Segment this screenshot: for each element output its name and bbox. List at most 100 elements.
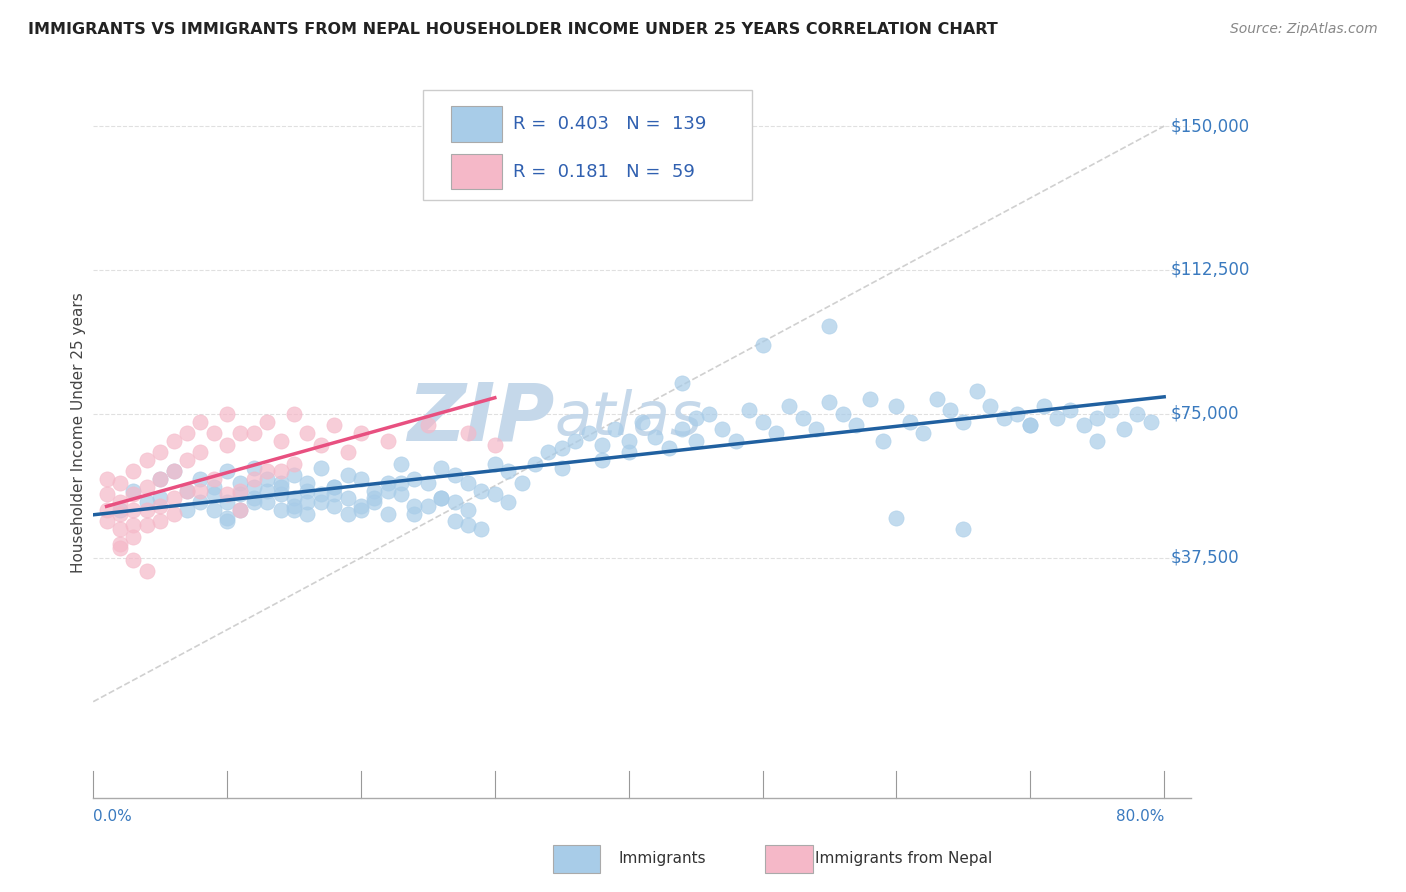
- Point: [1139, 415, 1161, 429]
- Point: [1019, 418, 1042, 433]
- Point: [96, 503, 118, 517]
- FancyBboxPatch shape: [423, 90, 752, 200]
- Point: [939, 403, 962, 417]
- Point: [925, 392, 948, 406]
- Point: [283, 499, 305, 513]
- Point: [404, 507, 426, 521]
- Point: [202, 472, 225, 486]
- Point: [243, 495, 266, 509]
- Point: [202, 503, 225, 517]
- Point: [297, 507, 319, 521]
- Point: [685, 410, 707, 425]
- Point: [215, 465, 238, 479]
- Point: [631, 415, 654, 429]
- Point: [457, 518, 479, 533]
- Point: [336, 445, 359, 459]
- Text: $112,500: $112,500: [1171, 261, 1250, 279]
- Point: [176, 426, 198, 441]
- Point: [283, 491, 305, 506]
- Point: [952, 415, 974, 429]
- Point: [149, 472, 172, 486]
- Point: [404, 499, 426, 513]
- Point: [523, 457, 546, 471]
- Text: $37,500: $37,500: [1171, 549, 1240, 566]
- Point: [256, 495, 278, 509]
- Text: $75,000: $75,000: [1171, 405, 1239, 423]
- Point: [309, 460, 332, 475]
- Point: [122, 465, 145, 479]
- Point: [363, 483, 385, 498]
- Point: [1032, 399, 1054, 413]
- Point: [297, 495, 319, 509]
- Point: [765, 426, 787, 441]
- Point: [389, 487, 412, 501]
- Point: [1085, 410, 1108, 425]
- Point: [496, 465, 519, 479]
- Point: [551, 460, 574, 475]
- Point: [162, 434, 184, 448]
- Point: [658, 442, 681, 456]
- Point: [135, 495, 157, 509]
- Point: [283, 457, 305, 471]
- Point: [162, 491, 184, 506]
- Text: IMMIGRANTS VS IMMIGRANTS FROM NEPAL HOUSEHOLDER INCOME UNDER 25 YEARS CORRELATIO: IMMIGRANTS VS IMMIGRANTS FROM NEPAL HOUS…: [28, 22, 998, 37]
- Point: [188, 483, 211, 498]
- Point: [389, 457, 412, 471]
- Point: [993, 410, 1015, 425]
- Point: [202, 480, 225, 494]
- Text: 80.0%: 80.0%: [1116, 809, 1164, 824]
- Point: [724, 434, 747, 448]
- Point: [697, 407, 720, 421]
- Text: Immigrants: Immigrants: [619, 851, 706, 865]
- Text: $150,000: $150,000: [1171, 117, 1250, 135]
- Point: [176, 483, 198, 498]
- Point: [859, 392, 882, 406]
- Point: [350, 503, 373, 517]
- Point: [952, 522, 974, 536]
- Point: [845, 418, 868, 433]
- Point: [564, 434, 586, 448]
- Point: [135, 480, 157, 494]
- Point: [96, 514, 118, 528]
- Point: [404, 472, 426, 486]
- Point: [323, 487, 346, 501]
- Point: [215, 487, 238, 501]
- Point: [363, 495, 385, 509]
- Point: [470, 522, 492, 536]
- Point: [122, 518, 145, 533]
- Point: [457, 426, 479, 441]
- Point: [751, 415, 773, 429]
- Point: [283, 468, 305, 483]
- Point: [108, 537, 131, 551]
- Point: [162, 465, 184, 479]
- Point: [484, 487, 506, 501]
- Text: 0.0%: 0.0%: [93, 809, 132, 824]
- Point: [215, 495, 238, 509]
- Point: [297, 426, 319, 441]
- Point: [350, 426, 373, 441]
- Point: [243, 460, 266, 475]
- Point: [243, 472, 266, 486]
- Point: [309, 495, 332, 509]
- Point: [831, 407, 853, 421]
- Point: [591, 437, 613, 451]
- Point: [215, 437, 238, 451]
- Point: [188, 445, 211, 459]
- Point: [605, 422, 627, 436]
- Point: [176, 483, 198, 498]
- Point: [818, 318, 841, 333]
- FancyBboxPatch shape: [765, 845, 813, 873]
- Point: [135, 453, 157, 467]
- Point: [1085, 434, 1108, 448]
- Point: [336, 468, 359, 483]
- Point: [389, 475, 412, 490]
- Point: [1126, 407, 1149, 421]
- Point: [256, 483, 278, 498]
- Point: [122, 487, 145, 501]
- Point: [149, 514, 172, 528]
- Point: [671, 376, 693, 391]
- Point: [1073, 418, 1095, 433]
- Point: [108, 475, 131, 490]
- Point: [270, 487, 292, 501]
- Point: [416, 418, 439, 433]
